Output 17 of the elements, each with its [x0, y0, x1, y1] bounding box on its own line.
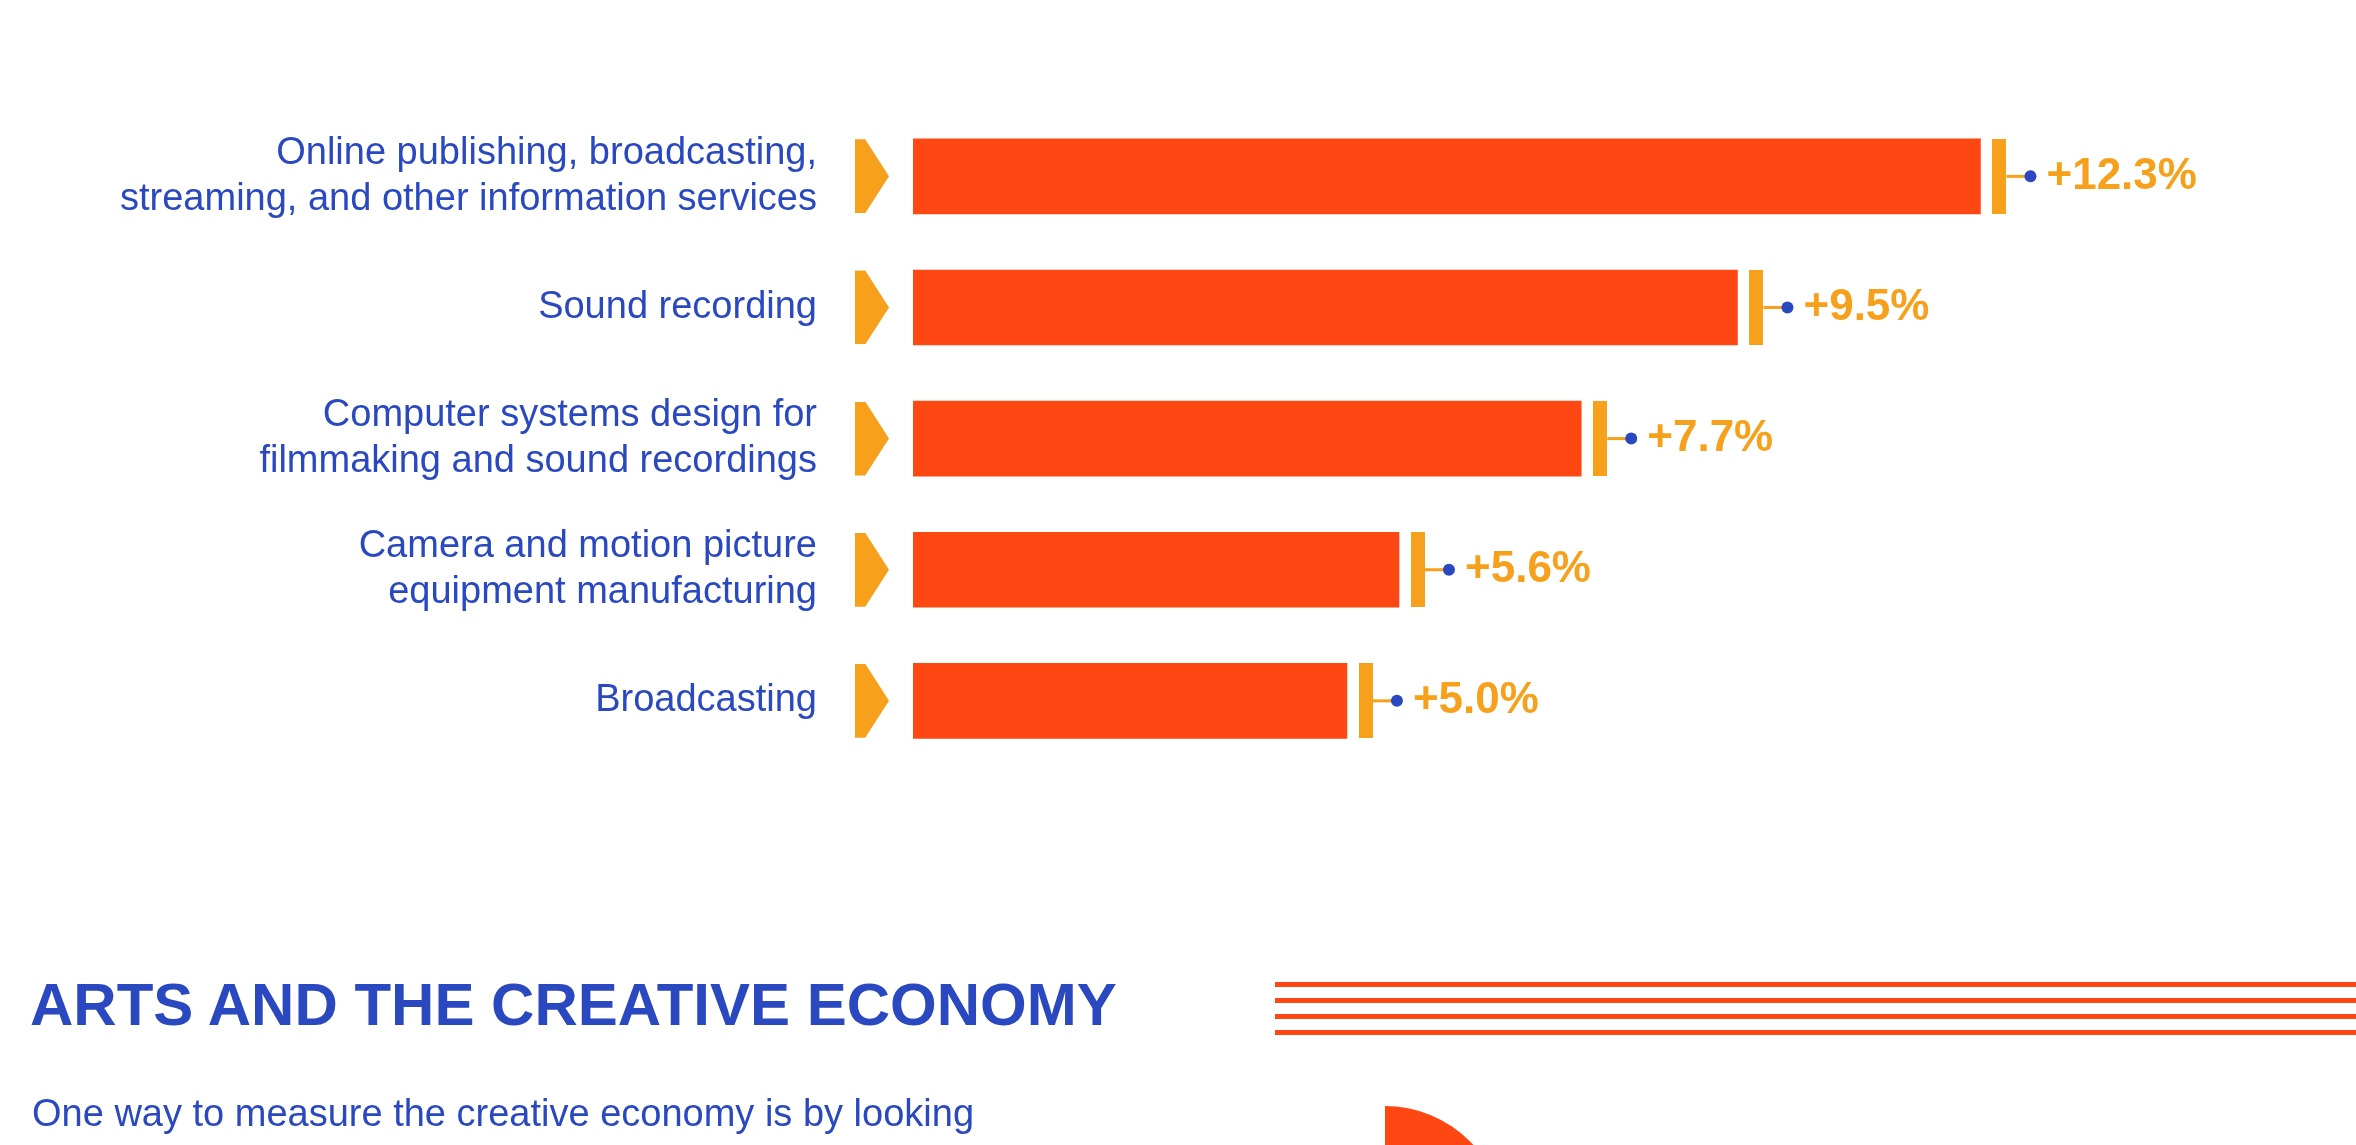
bar: [913, 400, 1582, 477]
y-tick-label: Sound recording: [538, 283, 817, 326]
y-tick-label: Online publishing, broadcasting, streaming, and other information services: [120, 130, 817, 218]
data-label: +5.0%: [1412, 672, 1539, 722]
bar: [913, 138, 1981, 215]
bar: [913, 269, 1738, 346]
bar: [913, 531, 1400, 608]
data-label: +7.7%: [1647, 410, 1774, 460]
y-tick-label: Broadcasting: [595, 677, 817, 720]
text: ARTS AND THE CREATIVE ECONOMY: [30, 970, 1117, 1040]
bar: [913, 663, 1348, 739]
text: One way to measure the creative economy is by looking: [32, 1091, 975, 1136]
y-tick-label: Computer systems design for filmmaking and sound recordings: [259, 392, 818, 480]
y-tick-label: Camera and motion picture equipment manufacturing: [358, 523, 817, 611]
data-label: +9.5%: [1803, 279, 1930, 329]
data-label: +5.6%: [1465, 541, 1591, 591]
data-label: +12.3%: [2046, 148, 2197, 198]
